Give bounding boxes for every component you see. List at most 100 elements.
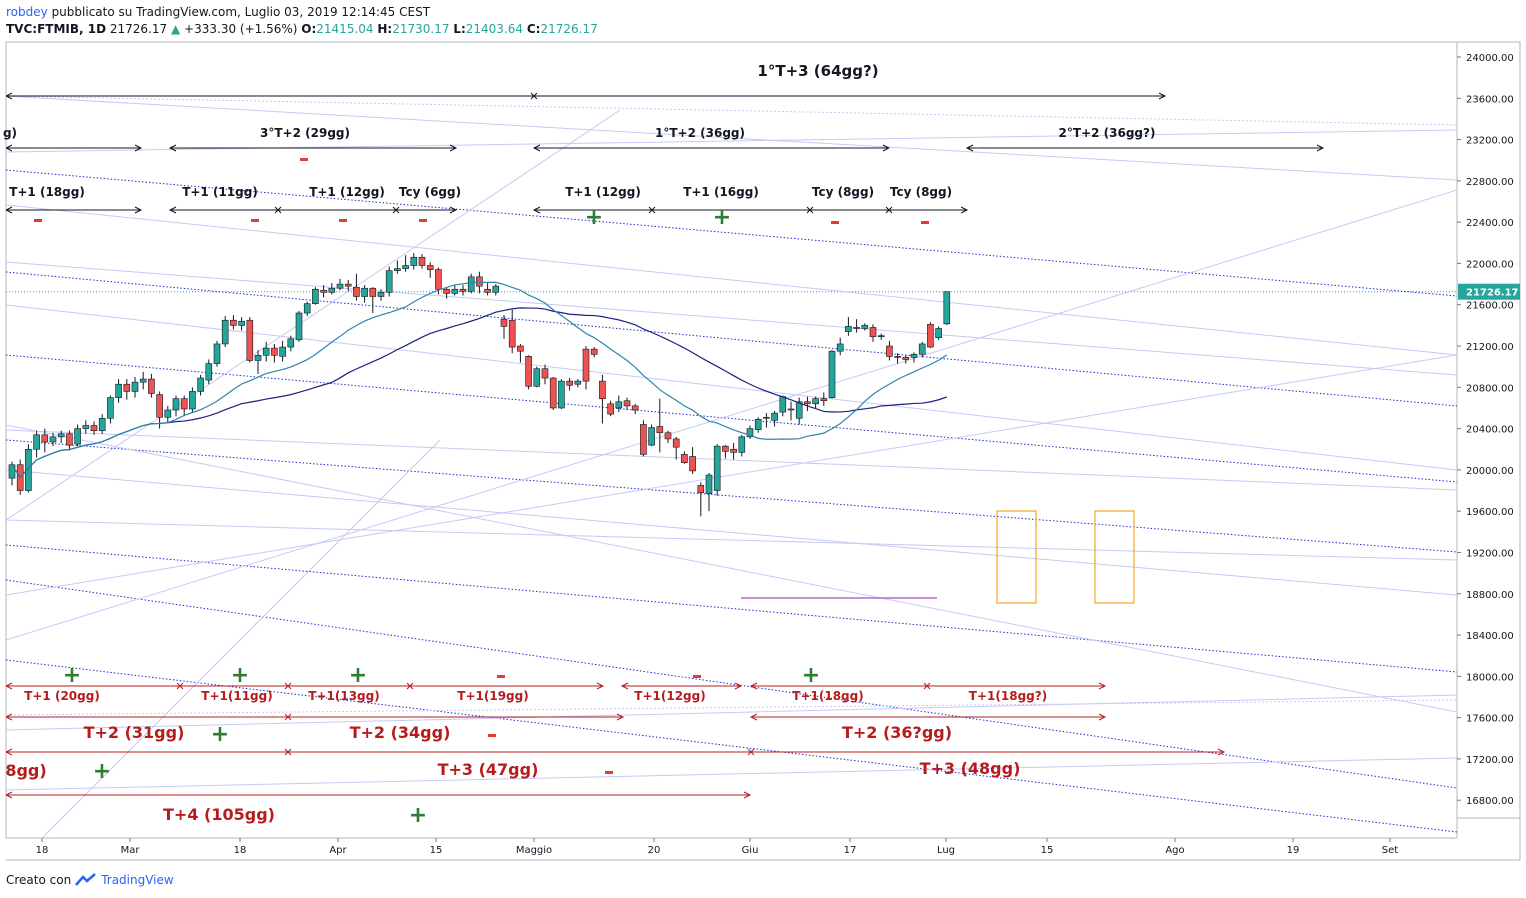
x-tick-label: 18 xyxy=(234,845,247,856)
candle-body xyxy=(918,343,926,355)
x-tick-label: Set xyxy=(1382,845,1399,856)
trend-line-faint xyxy=(6,694,1457,731)
cycle-arrow-red-t1-head xyxy=(1098,682,1107,690)
footer-created: Creato con xyxy=(6,873,72,887)
candle-body xyxy=(115,383,122,398)
trend-line-faint xyxy=(6,519,1457,561)
candle-body xyxy=(180,398,188,410)
trend-line-dotted xyxy=(6,271,1457,407)
candle-body xyxy=(49,436,57,443)
cycle-label: 1°T+3 (64gg?) xyxy=(757,62,878,80)
y-tick-label: 20800.00 xyxy=(1466,383,1514,394)
footer: Creato con TradingView xyxy=(6,873,174,887)
arrow-joint xyxy=(274,206,282,214)
x-tick-label: 15 xyxy=(430,845,443,856)
cycle-label: T+1 (12gg) xyxy=(565,185,641,199)
candle-body xyxy=(295,312,303,341)
plus-marker: + xyxy=(585,205,603,230)
candle-body xyxy=(66,433,73,446)
candle-body xyxy=(902,357,910,360)
price-change: +333.30 (+1.56%) xyxy=(184,22,298,36)
x-tick-label: Maggio xyxy=(516,845,552,856)
cycle-label: T+1 (12gg) xyxy=(309,185,385,199)
x-tick-label: Giu xyxy=(742,845,759,856)
candle-body xyxy=(566,380,573,386)
y-tick-label: 22800.00 xyxy=(1466,177,1514,188)
plus-marker: + xyxy=(63,663,81,688)
candle-body xyxy=(230,319,237,326)
trend-line-dotted xyxy=(6,544,1457,673)
candle-body xyxy=(795,401,803,419)
minus-marker xyxy=(497,675,505,678)
candle-body xyxy=(213,343,221,364)
y-tick-label: 22000.00 xyxy=(1466,259,1514,270)
candle-body xyxy=(656,426,664,434)
candle-body xyxy=(574,380,582,385)
y-tick-label: 23200.00 xyxy=(1466,136,1514,147)
y-tick-label: 19200.00 xyxy=(1466,548,1514,559)
candle-body xyxy=(107,397,114,419)
candle-body xyxy=(508,319,516,348)
cycle-arrow-t2-tail xyxy=(965,144,974,152)
candle-body xyxy=(623,400,631,407)
cycle-label-red: T+1(12gg) xyxy=(634,689,705,703)
cycle-arrow-red-t3-head xyxy=(1217,748,1226,756)
arrow-joint xyxy=(885,206,893,214)
plus-marker: + xyxy=(211,722,229,747)
trend-line-faint xyxy=(6,429,1457,491)
author-name[interactable]: robdey xyxy=(6,5,48,19)
candle-body xyxy=(599,380,606,399)
candle-body xyxy=(820,398,828,402)
candle-body xyxy=(558,380,565,409)
x-tick-label: 15 xyxy=(1041,845,1054,856)
cycle-label: 1°T+2 (36gg) xyxy=(655,126,745,140)
plus-marker: + xyxy=(231,663,249,688)
projection-box xyxy=(1094,510,1135,604)
candle-body xyxy=(156,394,163,418)
cycle-arrow-t2-tail xyxy=(168,144,177,152)
candle-body xyxy=(500,318,508,327)
trend-line-faint xyxy=(6,261,1457,376)
trend-line-faint xyxy=(6,424,1457,713)
close-label: C: xyxy=(526,22,541,36)
cycle-arrow-t1-tail xyxy=(532,206,541,214)
candle-body xyxy=(369,287,377,297)
cycle-label: Tcy (8gg) xyxy=(890,185,952,199)
minus-marker xyxy=(693,675,701,678)
y-tick-label: 23600.00 xyxy=(1466,94,1514,105)
cycle-label-red: T+1(18gg?) xyxy=(969,689,1047,703)
symbol-name: TVC:FTMIB, 1D xyxy=(6,22,107,36)
high-label: H: xyxy=(377,22,393,36)
y-tick-label: 24000.00 xyxy=(1466,53,1514,64)
cycle-arrow-t2-head xyxy=(1316,144,1325,152)
candle-body xyxy=(385,270,393,293)
plus-marker: + xyxy=(349,663,367,688)
arrow-joint xyxy=(747,748,755,756)
candle-body xyxy=(197,377,204,392)
candle-body xyxy=(812,398,819,405)
cycle-label: Tcy (8gg) xyxy=(812,185,874,199)
candle-body xyxy=(713,445,721,491)
candle-body xyxy=(164,409,172,418)
cycle-arrow-t3-head xyxy=(1158,92,1167,100)
high-value: 21730.17 xyxy=(392,22,450,36)
candle-body xyxy=(262,347,270,356)
trend-line-faint xyxy=(41,439,441,838)
ma-medium-line xyxy=(11,281,948,479)
plus-marker: + xyxy=(93,759,111,784)
y-tick-label: 17200.00 xyxy=(1466,755,1514,766)
candle-body xyxy=(517,345,524,352)
plus-marker: + xyxy=(409,803,427,828)
chart-header-published: robdey pubblicato su TradingView.com, Lu… xyxy=(6,5,430,19)
cycle-label-red: T+1(11gg) xyxy=(201,689,272,703)
candle-body xyxy=(57,433,65,438)
publish-info: pubblicato su TradingView.com, Luglio 03… xyxy=(51,5,431,19)
y-tick-label: 18000.00 xyxy=(1466,672,1514,683)
candle-body xyxy=(877,335,885,338)
footer-brand[interactable]: TradingView xyxy=(101,873,174,887)
cycle-arrow-red-t1-head xyxy=(734,682,743,690)
y-tick-label: 19600.00 xyxy=(1466,507,1514,518)
candle-body xyxy=(377,292,385,297)
cycle-label-red: T+1 (20gg) xyxy=(24,689,100,703)
